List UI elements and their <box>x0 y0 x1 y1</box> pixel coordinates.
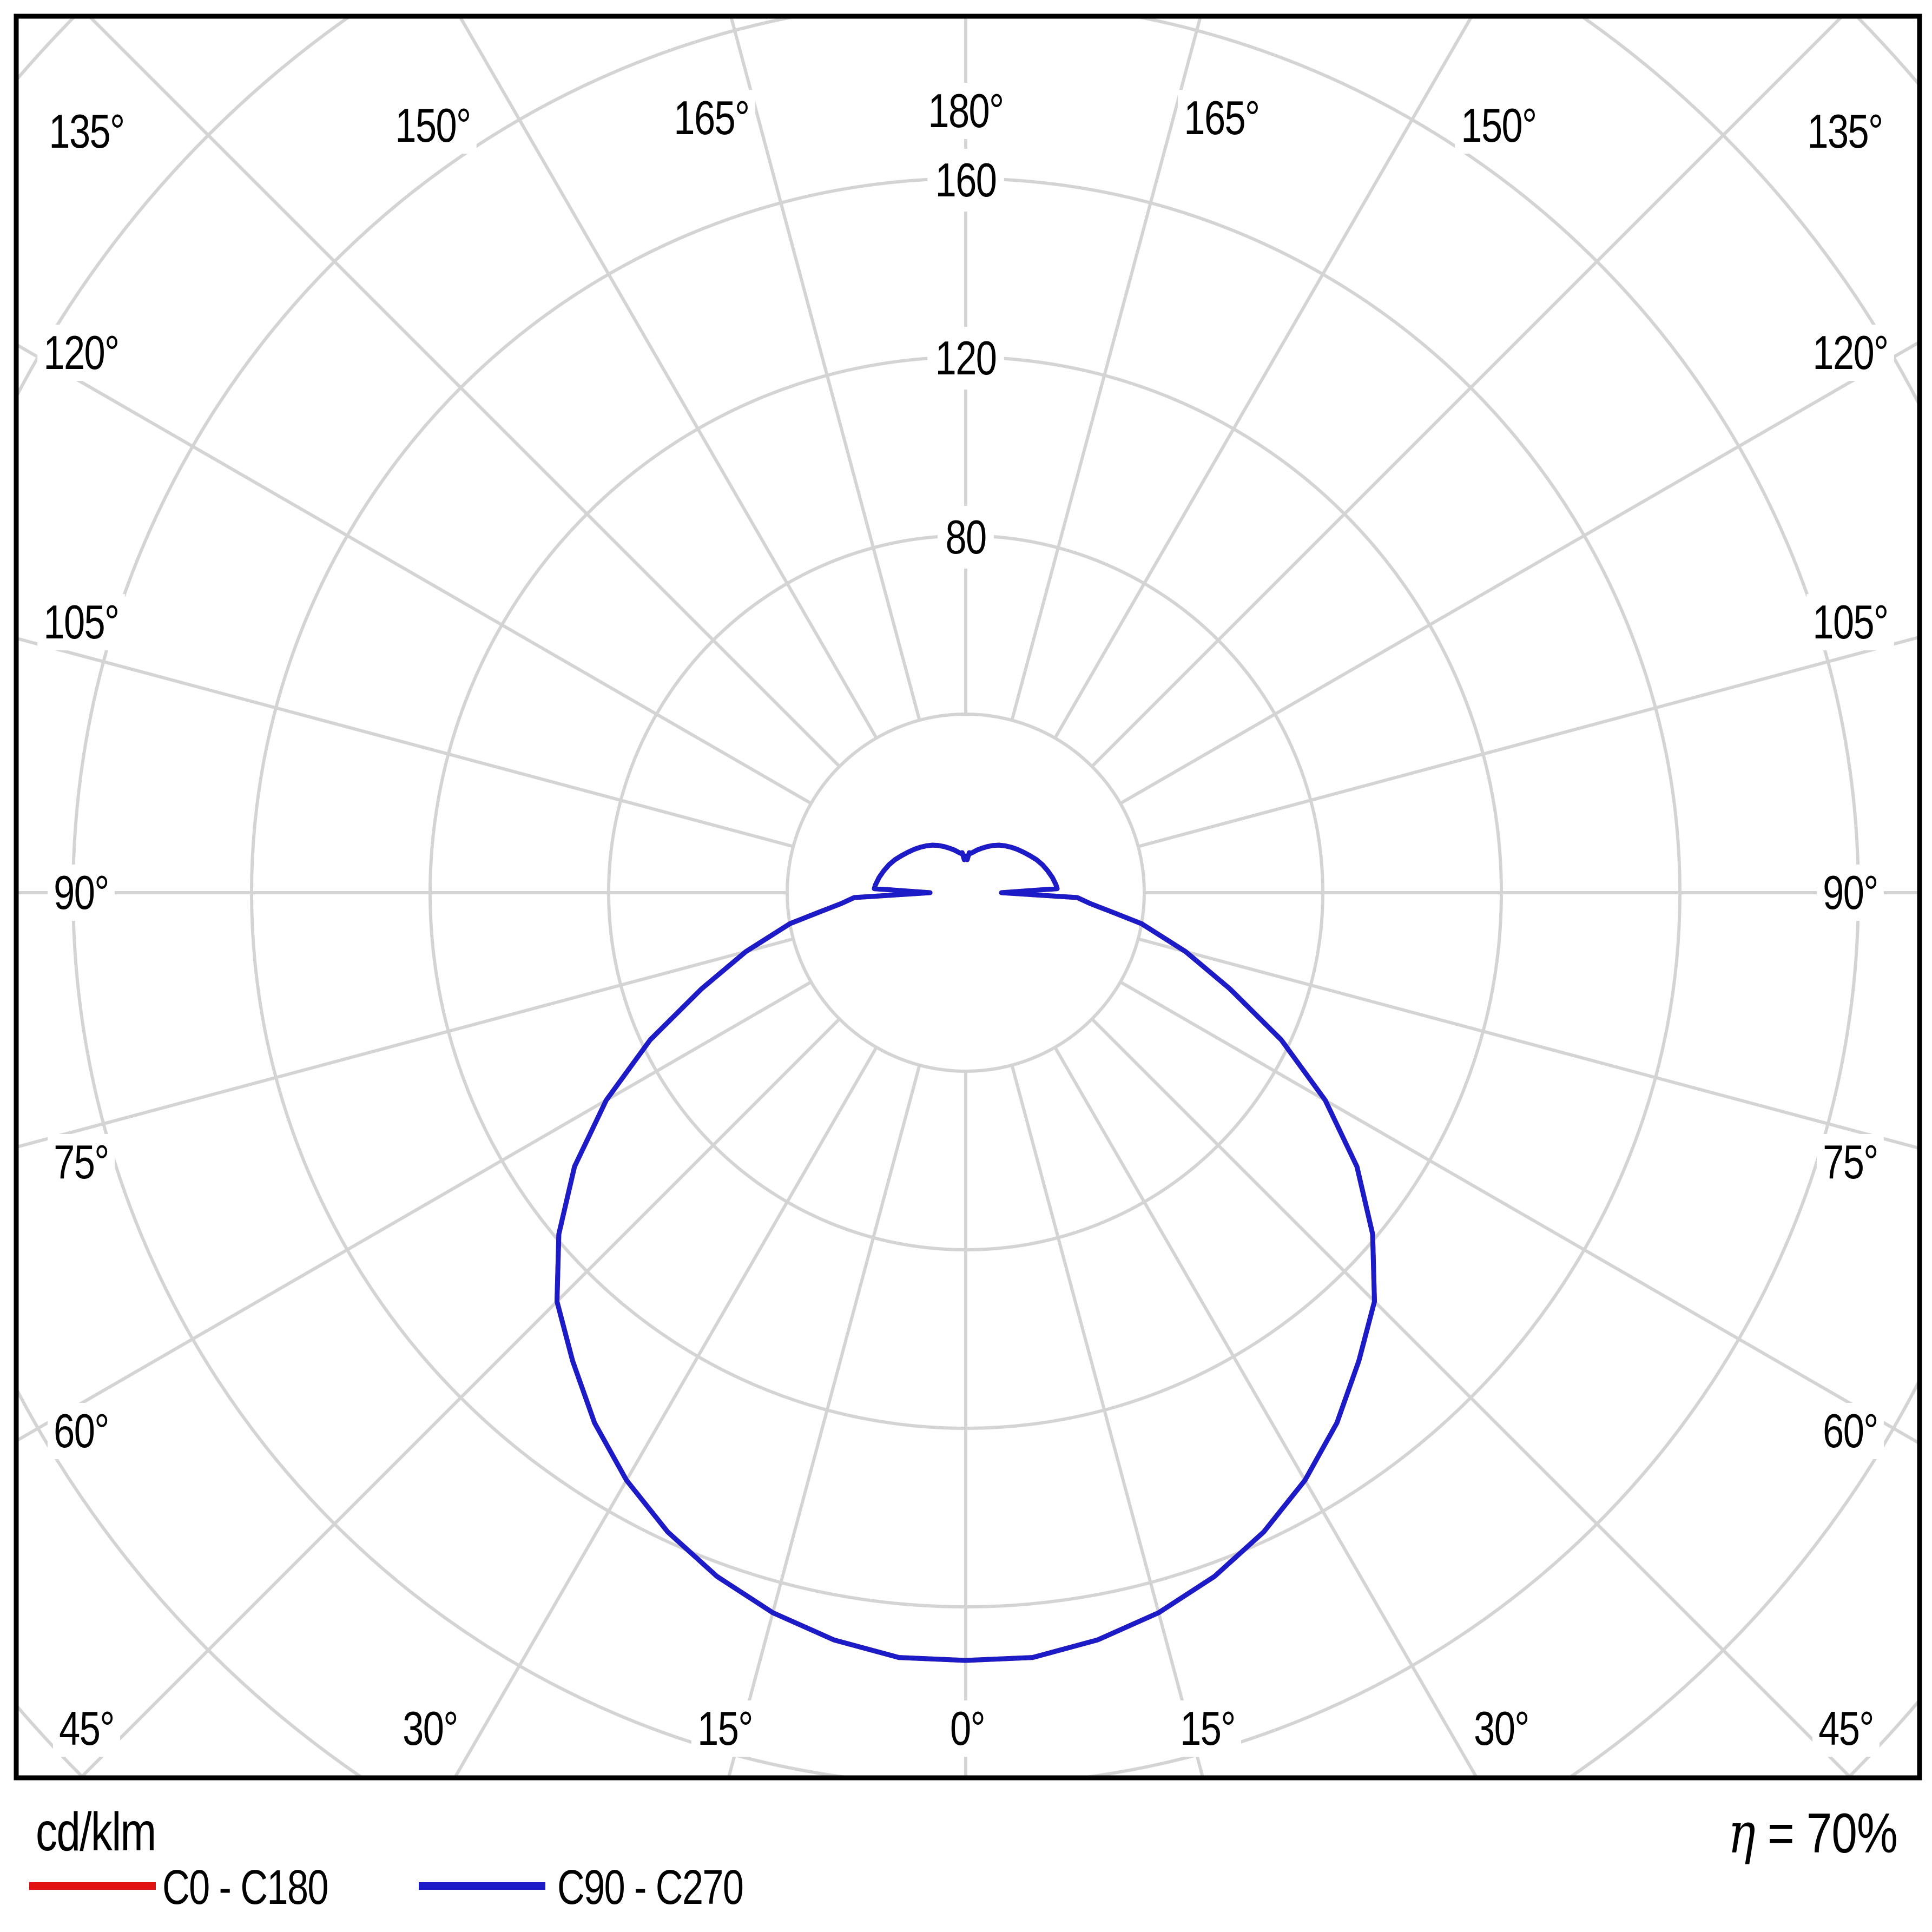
grid-spoke-210 <box>459 18 878 739</box>
angle-label-90: 90° <box>1816 865 1884 921</box>
grid-spoke-165 <box>1010 18 1202 721</box>
legend-label-c90-c270: C90 - C270 <box>557 1861 744 1915</box>
grid-spoke-135 <box>1091 18 1842 768</box>
angle-label-45: 45° <box>52 1700 121 1757</box>
grid-spoke-285 <box>18 937 794 1149</box>
angle-label-135: 135° <box>1801 103 1889 160</box>
grid-spoke-240 <box>18 344 812 805</box>
efficiency-value: = 70% <box>1755 1802 1898 1865</box>
grid-spoke-45 <box>1091 1018 1851 1776</box>
grid-ring-40 <box>786 713 1146 1073</box>
legend-line-c90-c270 <box>419 1882 545 1890</box>
grid-spoke-255 <box>18 637 794 848</box>
grid-spoke-315 <box>81 1018 841 1776</box>
angle-label-15: 15° <box>691 1700 759 1757</box>
light-output-ratio-label: η = 70% <box>1728 1802 1898 1865</box>
angle-label-90: 90° <box>47 865 115 921</box>
grid-spoke-15 <box>1010 1064 1204 1776</box>
grid-spoke-120 <box>1119 341 1917 805</box>
grid-spoke-75 <box>1137 937 1917 1150</box>
legend-area: cd/klm η = 70% C0 - C180 C90 - C270 <box>0 1783 1932 1932</box>
grid-spoke-150 <box>1053 18 1473 739</box>
angle-label-180: 180° <box>922 83 1010 139</box>
angle-label-45: 45° <box>1812 1700 1880 1757</box>
grid-spoke-330 <box>454 1046 878 1776</box>
angle-label-165: 165° <box>1178 90 1265 146</box>
angle-label-150: 150° <box>1455 97 1542 154</box>
angle-label-30: 30° <box>396 1700 464 1757</box>
intensity-curves <box>555 842 1377 1663</box>
legend-line-c0-c180 <box>29 1882 156 1890</box>
curve-c90-c270 <box>555 842 1377 1663</box>
unit-label: cd/klm <box>36 1802 156 1862</box>
angle-label-0: 0° <box>944 1700 991 1757</box>
angle-label-30: 30° <box>1467 1700 1535 1757</box>
grid-spoke-60 <box>1119 980 1917 1444</box>
angle-label-60: 60° <box>47 1403 115 1459</box>
grid-spoke-30 <box>1053 1046 1478 1776</box>
angle-label-120: 120° <box>1806 325 1894 381</box>
angle-label-120: 120° <box>37 325 125 381</box>
ring-label-120: 120 <box>927 327 1004 390</box>
ring-label-80: 80 <box>938 506 994 569</box>
angle-label-15: 15° <box>1173 1700 1242 1757</box>
angle-label-105: 105° <box>1806 594 1894 650</box>
legend-label-c0-c180: C0 - C180 <box>162 1861 328 1915</box>
angle-label-105: 105° <box>37 594 125 650</box>
grid-spoke-345 <box>727 1064 921 1776</box>
angle-label-150: 150° <box>389 97 477 154</box>
grid-spoke-195 <box>730 18 921 721</box>
angle-label-165: 165° <box>668 90 755 146</box>
angle-label-135: 135° <box>43 103 130 160</box>
grid-spoke-105 <box>1137 636 1917 848</box>
eta-symbol: η <box>1727 1800 1756 1866</box>
plot-border <box>14 14 1922 1781</box>
angle-label-75: 75° <box>1816 1134 1884 1190</box>
grid-spoke-225 <box>89 18 841 768</box>
grid-spoke-300 <box>18 980 812 1442</box>
angle-label-75: 75° <box>47 1134 115 1190</box>
ring-label-160: 160 <box>927 149 1004 212</box>
angle-label-60: 60° <box>1816 1403 1884 1459</box>
